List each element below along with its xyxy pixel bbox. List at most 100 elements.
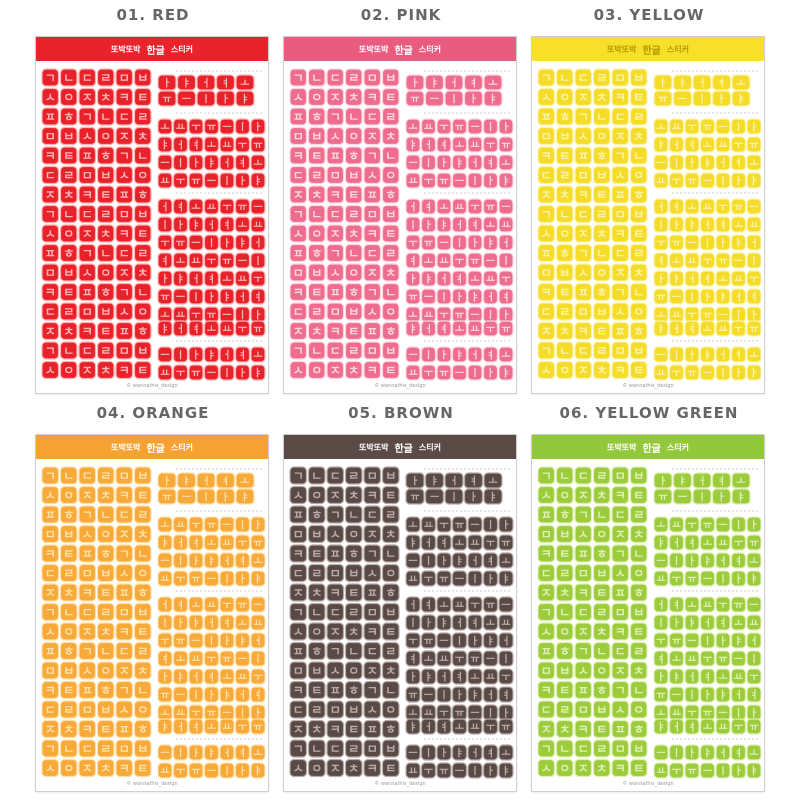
svg-text:ㅡ: ㅡ	[160, 351, 169, 362]
svg-text:ㅋ: ㅋ	[367, 625, 378, 639]
svg-text:ㅋ: ㅋ	[293, 286, 304, 300]
svg-text:ㅊ: ㅊ	[596, 762, 607, 776]
svg-text:ㅈ: ㅈ	[367, 664, 378, 678]
svg-text:ㅊ: ㅊ	[559, 325, 570, 339]
svg-text:ㅜ: ㅜ	[439, 123, 448, 134]
sheet-footer-credit: © wannathis_design	[374, 781, 426, 787]
svg-text:ㅑ: ㅑ	[656, 324, 665, 336]
svg-text:ㅑ: ㅑ	[736, 492, 745, 504]
svg-text:ㅈ: ㅈ	[45, 325, 56, 339]
svg-text:ㅕ: ㅕ	[703, 274, 712, 286]
svg-text:ㅂ: ㅂ	[100, 703, 111, 717]
svg-text:ㄹ: ㄹ	[559, 703, 570, 717]
svg-text:ㅡ: ㅡ	[253, 203, 262, 214]
svg-text:ㅠ: ㅠ	[253, 539, 262, 550]
svg-text:ㅕ: ㅕ	[687, 722, 696, 734]
svg-text:ㅡ: ㅡ	[455, 177, 464, 188]
svg-text:ㅍ: ㅍ	[541, 645, 552, 659]
svg-text:ㅓ: ㅓ	[191, 274, 200, 286]
svg-text:ㅣ: ㅣ	[718, 766, 727, 778]
svg-text:ㅏ: ㅏ	[176, 618, 185, 630]
svg-text:ㅗ: ㅗ	[734, 221, 743, 232]
svg-text:ㅠ: ㅠ	[734, 203, 743, 214]
svg-text:ㅅ: ㅅ	[119, 169, 130, 183]
svg-text:ㅗ: ㅗ	[408, 123, 417, 134]
svg-text:ㅜ: ㅜ	[207, 655, 216, 666]
svg-text:ㅠ: ㅠ	[408, 691, 417, 702]
svg-text:ㅛ: ㅛ	[222, 325, 231, 336]
svg-text:ㄷ: ㄷ	[578, 606, 589, 620]
svg-text:ㅌ: ㅌ	[633, 625, 644, 639]
svg-text:ㅏ: ㅏ	[253, 520, 262, 532]
svg-text:ㅈ: ㅈ	[578, 227, 589, 241]
svg-text:ㅅ: ㅅ	[330, 130, 341, 144]
svg-text:ㅓ: ㅓ	[238, 690, 247, 702]
svg-text:ㅗ: ㅗ	[687, 203, 696, 214]
svg-text:ㅏ: ㅏ	[253, 708, 262, 720]
sheet-header-right: 스티커	[418, 44, 441, 54]
svg-text:ㅛ: ㅛ	[408, 575, 417, 586]
svg-text:ㅋ: ㅋ	[330, 188, 341, 202]
svg-text:ㅁ: ㅁ	[541, 130, 552, 144]
svg-text:ㅕ: ㅕ	[408, 654, 417, 666]
svg-text:ㅍ: ㅍ	[293, 508, 304, 522]
svg-text:ㅜ: ㅜ	[439, 311, 448, 322]
svg-text:ㅅ: ㅅ	[541, 625, 552, 639]
svg-text:ㅠ: ㅠ	[253, 141, 262, 152]
svg-text:ㅜ: ㅜ	[238, 723, 247, 734]
svg-text:ㅁ: ㅁ	[293, 664, 304, 678]
svg-text:ㅌ: ㅌ	[385, 625, 396, 639]
svg-text:ㄷ: ㄷ	[45, 169, 56, 183]
svg-text:ㅑ: ㅑ	[749, 574, 758, 586]
svg-text:ㅏ: ㅏ	[191, 350, 200, 362]
svg-text:ㅕ: ㅕ	[656, 654, 665, 666]
svg-text:ㅈ: ㅈ	[541, 325, 552, 339]
svg-text:ㅗ: ㅗ	[455, 325, 464, 336]
svg-text:ㅌ: ㅌ	[137, 227, 148, 241]
svg-text:ㄴ: ㄴ	[63, 71, 74, 85]
svg-text:ㅑ: ㅑ	[253, 574, 262, 586]
svg-text:ㅁ: ㅁ	[367, 742, 378, 756]
svg-text:ㅏ: ㅏ	[238, 368, 247, 380]
svg-text:ㅎ: ㅎ	[633, 586, 644, 600]
svg-text:ㅣ: ㅣ	[222, 176, 231, 188]
svg-text:ㅏ: ㅏ	[656, 274, 665, 286]
svg-text:ㅗ: ㅗ	[488, 79, 497, 90]
svg-text:ㅣ: ㅣ	[672, 748, 681, 760]
svg-text:ㅓ: ㅓ	[455, 220, 464, 232]
svg-text:ㅓ: ㅓ	[253, 636, 262, 648]
svg-text:ㅁ: ㅁ	[119, 742, 130, 756]
svg-text:ㅅ: ㅅ	[293, 489, 304, 503]
svg-text:ㄹ: ㄹ	[311, 567, 322, 581]
sheet-header-bar: 또박또박 한글 스티커	[532, 37, 764, 61]
svg-text:ㅣ: ㅣ	[201, 94, 210, 106]
svg-text:ㅊ: ㅊ	[348, 625, 359, 639]
svg-text:ㅈ: ㅈ	[615, 130, 626, 144]
svg-text:ㅗ: ㅗ	[703, 539, 712, 550]
svg-text:ㄷ: ㄷ	[119, 110, 130, 124]
svg-text:ㅇ: ㅇ	[63, 762, 74, 776]
svg-text:ㅊ: ㅊ	[137, 130, 148, 144]
svg-text:ㄴ: ㄴ	[348, 645, 359, 659]
svg-text:ㄱ: ㄱ	[367, 547, 378, 561]
svg-text:ㅏ: ㅏ	[687, 748, 696, 760]
svg-text:ㅁ: ㅁ	[45, 528, 56, 542]
svg-text:ㅠ: ㅠ	[687, 369, 696, 380]
svg-text:ㅈ: ㅈ	[615, 528, 626, 542]
svg-text:ㅑ: ㅑ	[424, 672, 433, 684]
svg-text:ㄱ: ㄱ	[119, 547, 130, 561]
variant-title: 05. BROWN	[348, 404, 454, 422]
svg-text:ㅎ: ㅎ	[137, 586, 148, 600]
svg-text:ㅗ: ㅗ	[687, 601, 696, 612]
svg-text:ㅅ: ㅅ	[541, 364, 552, 378]
svg-text:ㅏ: ㅏ	[734, 176, 743, 188]
svg-text:ㅇ: ㅇ	[63, 227, 74, 241]
svg-text:ㅊ: ㅊ	[100, 364, 111, 378]
svg-text:ㅂ: ㅂ	[559, 266, 570, 280]
svg-text:ㅎ: ㅎ	[100, 149, 111, 163]
svg-text:ㅏ: ㅏ	[734, 574, 743, 586]
svg-text:ㄷ: ㄷ	[119, 645, 130, 659]
svg-text:ㅊ: ㅊ	[596, 625, 607, 639]
svg-text:ㅓ: ㅓ	[656, 600, 665, 612]
svg-text:ㅠ: ㅠ	[455, 311, 464, 322]
